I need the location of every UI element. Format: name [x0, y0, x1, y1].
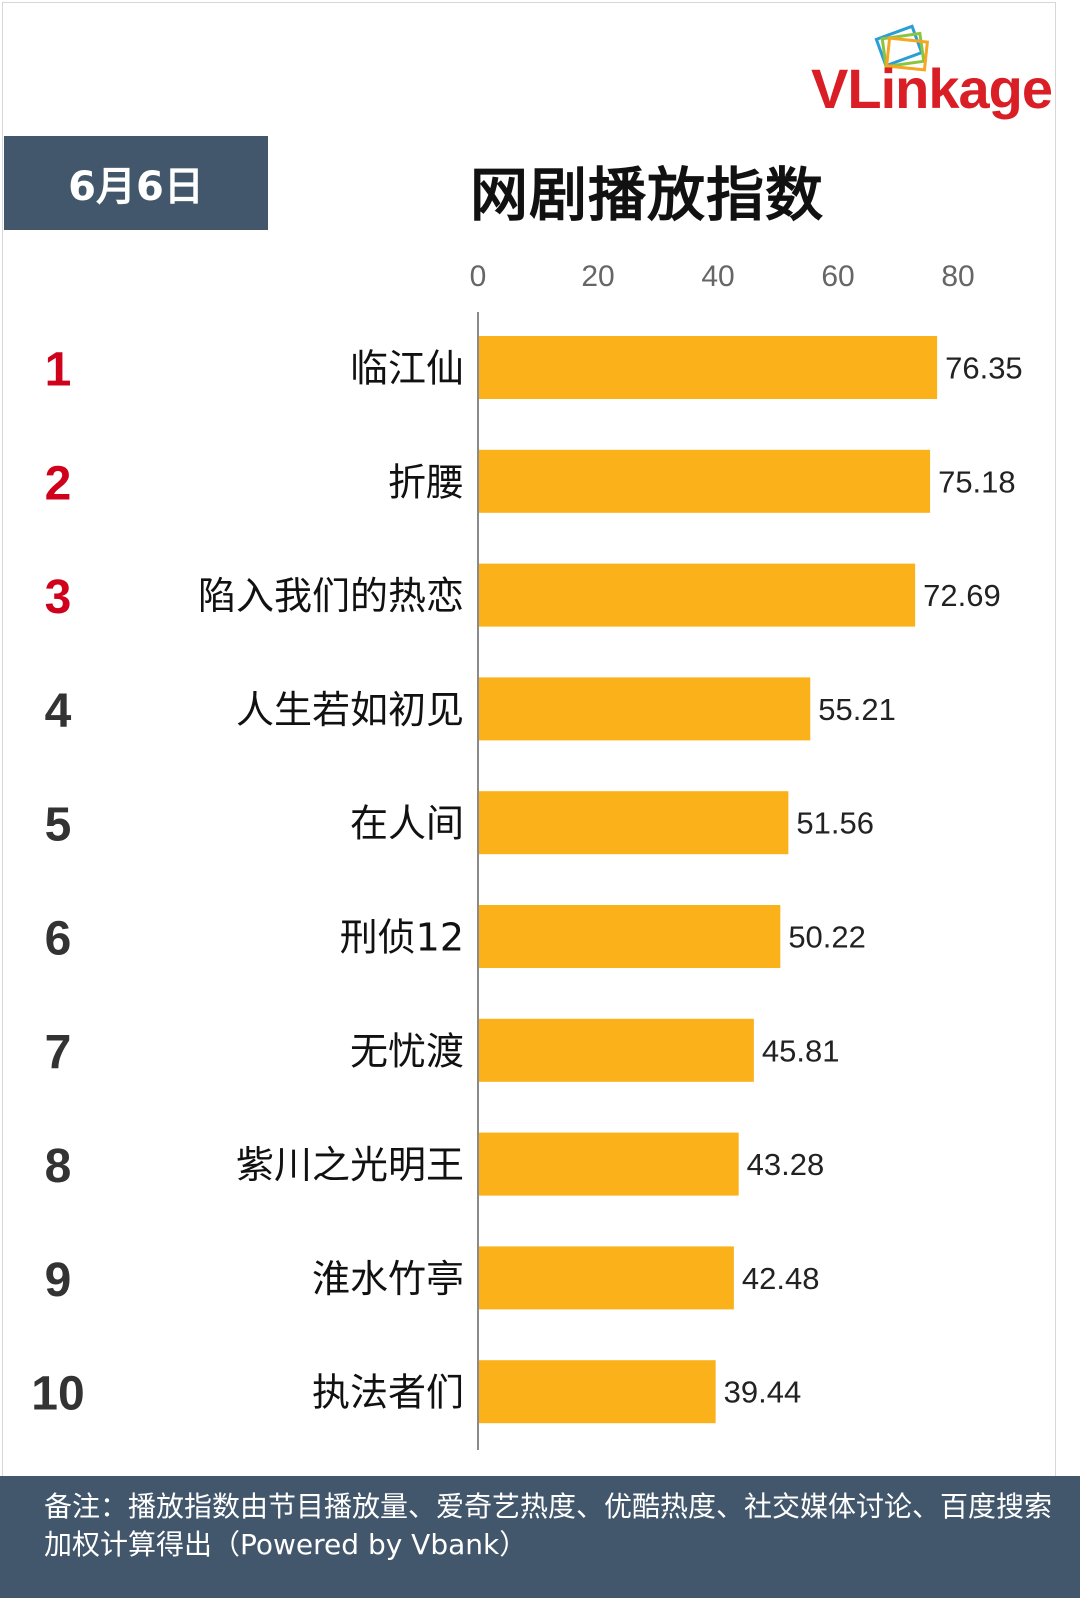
- rank-number: 2: [45, 457, 72, 510]
- x-tick-label: 40: [701, 260, 734, 293]
- value-label: 39.44: [724, 1375, 802, 1410]
- rank-number: 10: [31, 1368, 84, 1421]
- bar: [479, 336, 938, 399]
- x-tick-label: 60: [821, 260, 854, 293]
- chart-title: 网剧播放指数: [470, 161, 825, 229]
- category-label: 临江仙: [350, 347, 464, 391]
- category-label: 折腰: [388, 460, 464, 504]
- rank-number: 9: [45, 1254, 72, 1307]
- bar: [479, 1246, 734, 1310]
- bar: [479, 677, 811, 741]
- category-label: 紫川之光明王: [236, 1143, 464, 1187]
- value-label: 43.28: [747, 1147, 825, 1182]
- category-label: 无忧渡: [350, 1029, 464, 1073]
- x-tick-label: 0: [470, 260, 487, 293]
- bar: [479, 1132, 739, 1196]
- category-label: 淮水竹亭: [312, 1257, 464, 1301]
- bar: [479, 1360, 716, 1424]
- rank-number: 3: [45, 571, 72, 624]
- rank-number: 5: [45, 799, 72, 852]
- value-label: 50.22: [788, 920, 866, 955]
- category-label: 人生若如初见: [236, 688, 464, 732]
- bar: [479, 1018, 754, 1082]
- logo-icon: [874, 24, 930, 72]
- value-label: 42.48: [742, 1261, 820, 1296]
- category-label: 陷入我们的热恋: [198, 574, 464, 618]
- value-label: 51.56: [796, 806, 874, 841]
- x-tick-label: 80: [941, 260, 974, 293]
- date-badge: 6月6日: [4, 136, 268, 230]
- value-label: 72.69: [923, 578, 1001, 613]
- brand-name: VLinkage: [811, 57, 1053, 120]
- bar: [479, 791, 789, 855]
- value-label: 55.21: [818, 692, 896, 727]
- rank-number: 4: [45, 685, 72, 738]
- bar: [479, 563, 916, 627]
- value-label: 76.35: [945, 351, 1023, 386]
- rank-number: 1: [45, 344, 72, 397]
- rank-number: 6: [45, 913, 72, 966]
- value-label: 75.18: [938, 464, 1016, 499]
- x-tick-label: 20: [581, 260, 614, 293]
- category-label: 在人间: [350, 802, 464, 846]
- category-label: 刑侦12: [340, 916, 464, 960]
- brand-logo: VLinkage: [792, 18, 1053, 120]
- value-label: 45.81: [762, 1033, 840, 1068]
- rank-number: 7: [45, 1026, 72, 1079]
- footer-note: 备注：播放指数由节目播放量、爱奇艺热度、优酷热度、社交媒体讨论、百度搜索加权计算…: [0, 1476, 1080, 1598]
- bar: [479, 905, 781, 968]
- bar: [479, 449, 931, 513]
- rank-number: 8: [45, 1140, 72, 1193]
- category-label: 执法者们: [312, 1371, 464, 1415]
- bar-chart: 0 20 40 60 80 1 临江仙 76.35 2 折腰 75.18 3 陷入我们的热恋 72.69 4…: [31, 260, 1023, 1450]
